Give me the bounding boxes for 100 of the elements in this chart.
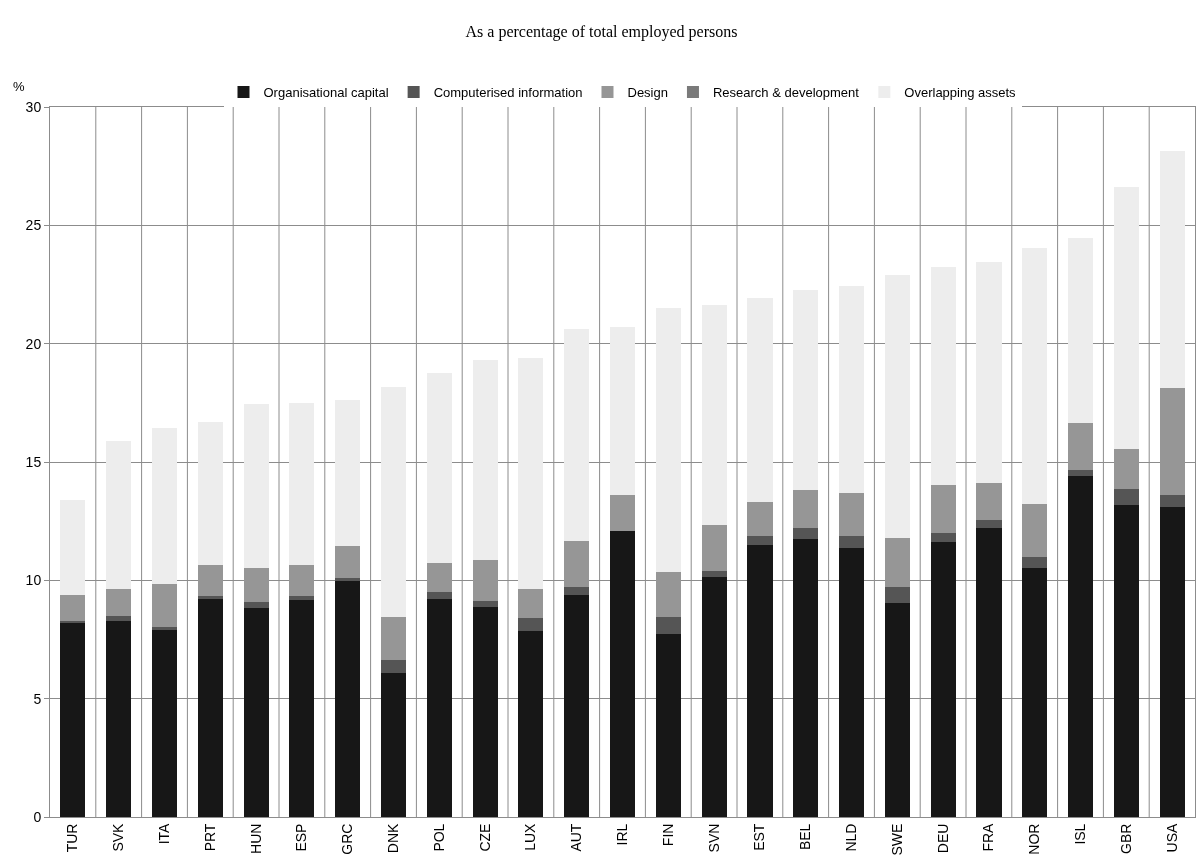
x-tick-label: GBR bbox=[1117, 823, 1134, 854]
bar bbox=[976, 262, 1002, 484]
bar bbox=[793, 538, 819, 817]
legend-label: Organisational capital bbox=[263, 85, 389, 101]
bar bbox=[380, 617, 407, 660]
bar bbox=[793, 289, 819, 491]
bar bbox=[1022, 504, 1048, 557]
bar bbox=[564, 586, 590, 596]
bar bbox=[60, 622, 86, 817]
bar bbox=[151, 584, 178, 628]
x-tick-label: DNK bbox=[385, 822, 402, 854]
bar bbox=[151, 630, 178, 817]
bar bbox=[151, 427, 178, 585]
bar bbox=[380, 673, 407, 817]
x-tick-label: PRT bbox=[201, 823, 218, 852]
bar bbox=[106, 589, 132, 616]
x-tick-label: SWE bbox=[888, 823, 905, 856]
x-tick-label: BEL bbox=[797, 823, 814, 851]
bar bbox=[609, 327, 636, 496]
x-tick-label: TUR bbox=[64, 823, 81, 853]
legend-label: Computerised information bbox=[433, 85, 583, 101]
bar bbox=[243, 403, 269, 569]
bar bbox=[289, 599, 315, 817]
bar bbox=[976, 519, 1002, 528]
bar bbox=[426, 598, 452, 817]
bar bbox=[1022, 567, 1048, 817]
bar bbox=[838, 536, 865, 548]
bar bbox=[655, 633, 681, 817]
bar bbox=[1113, 488, 1139, 505]
x-tick-label: POL bbox=[430, 823, 447, 852]
bar bbox=[930, 532, 956, 542]
bar bbox=[747, 535, 773, 545]
bar bbox=[701, 577, 727, 817]
x-tick-label: GRC bbox=[339, 823, 356, 855]
x-tick-label: FIN bbox=[659, 823, 676, 847]
bar bbox=[335, 580, 361, 817]
bar bbox=[60, 500, 86, 596]
bar bbox=[793, 528, 819, 539]
bar bbox=[747, 544, 773, 817]
bar bbox=[518, 617, 544, 631]
bar bbox=[289, 595, 315, 600]
bar bbox=[151, 627, 178, 631]
y-tick-label: 15 bbox=[25, 453, 42, 470]
bar bbox=[1067, 470, 1094, 476]
bar bbox=[930, 484, 956, 533]
bar bbox=[564, 595, 590, 817]
y-tick-label: 0 bbox=[33, 808, 42, 825]
legend-label: Overlapping assets bbox=[904, 85, 1017, 101]
bar bbox=[747, 297, 773, 502]
chart-title: As a percentage of total employed persons bbox=[465, 22, 738, 41]
bar bbox=[701, 570, 727, 578]
bar bbox=[655, 616, 681, 634]
y-tick-label: 20 bbox=[25, 335, 42, 352]
bar bbox=[838, 547, 865, 817]
x-tick-label: ISL bbox=[1072, 823, 1089, 845]
y-tick-label: 25 bbox=[25, 217, 42, 234]
bar bbox=[472, 600, 498, 607]
bar bbox=[335, 399, 361, 547]
legend-label: Design bbox=[627, 85, 668, 101]
x-tick-label: SVK bbox=[110, 822, 127, 852]
bar bbox=[197, 598, 223, 817]
x-tick-label: FRA bbox=[980, 822, 997, 852]
bar bbox=[1022, 556, 1048, 568]
bar bbox=[106, 620, 132, 817]
bar bbox=[1067, 475, 1094, 817]
bar bbox=[1159, 507, 1185, 817]
bar bbox=[884, 586, 910, 603]
x-tick-label: HUN bbox=[247, 823, 264, 854]
bar bbox=[701, 304, 727, 525]
bar bbox=[380, 386, 407, 618]
bar bbox=[976, 527, 1002, 817]
bar bbox=[655, 307, 681, 573]
y-tick-label: 5 bbox=[33, 690, 42, 707]
bar bbox=[609, 495, 636, 531]
bar bbox=[930, 541, 956, 817]
bar bbox=[472, 360, 498, 560]
bar bbox=[518, 589, 544, 618]
bar bbox=[1113, 187, 1139, 449]
y-tick-label: 30 bbox=[25, 98, 42, 115]
bar bbox=[197, 421, 223, 565]
bar bbox=[793, 490, 819, 529]
y-tick-label: 10 bbox=[25, 572, 42, 589]
x-tick-label: IRL bbox=[614, 823, 631, 846]
bar bbox=[884, 602, 910, 817]
bar bbox=[380, 659, 407, 674]
bar bbox=[426, 373, 452, 564]
bar bbox=[518, 358, 544, 590]
bar bbox=[335, 577, 361, 581]
bar bbox=[1022, 247, 1048, 505]
bar bbox=[976, 483, 1002, 520]
bar bbox=[106, 615, 132, 621]
bar bbox=[747, 501, 773, 536]
y-axis-title: % bbox=[13, 79, 25, 94]
bar bbox=[609, 530, 636, 817]
bar bbox=[472, 606, 498, 817]
bar bbox=[243, 608, 269, 817]
x-tick-label: SVN bbox=[705, 823, 722, 853]
bar bbox=[426, 592, 452, 599]
bar bbox=[930, 267, 956, 485]
bar bbox=[289, 402, 315, 565]
